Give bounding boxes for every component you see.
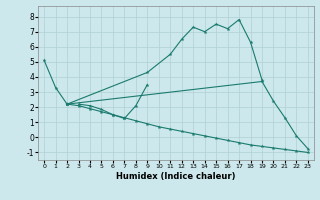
X-axis label: Humidex (Indice chaleur): Humidex (Indice chaleur) — [116, 172, 236, 181]
